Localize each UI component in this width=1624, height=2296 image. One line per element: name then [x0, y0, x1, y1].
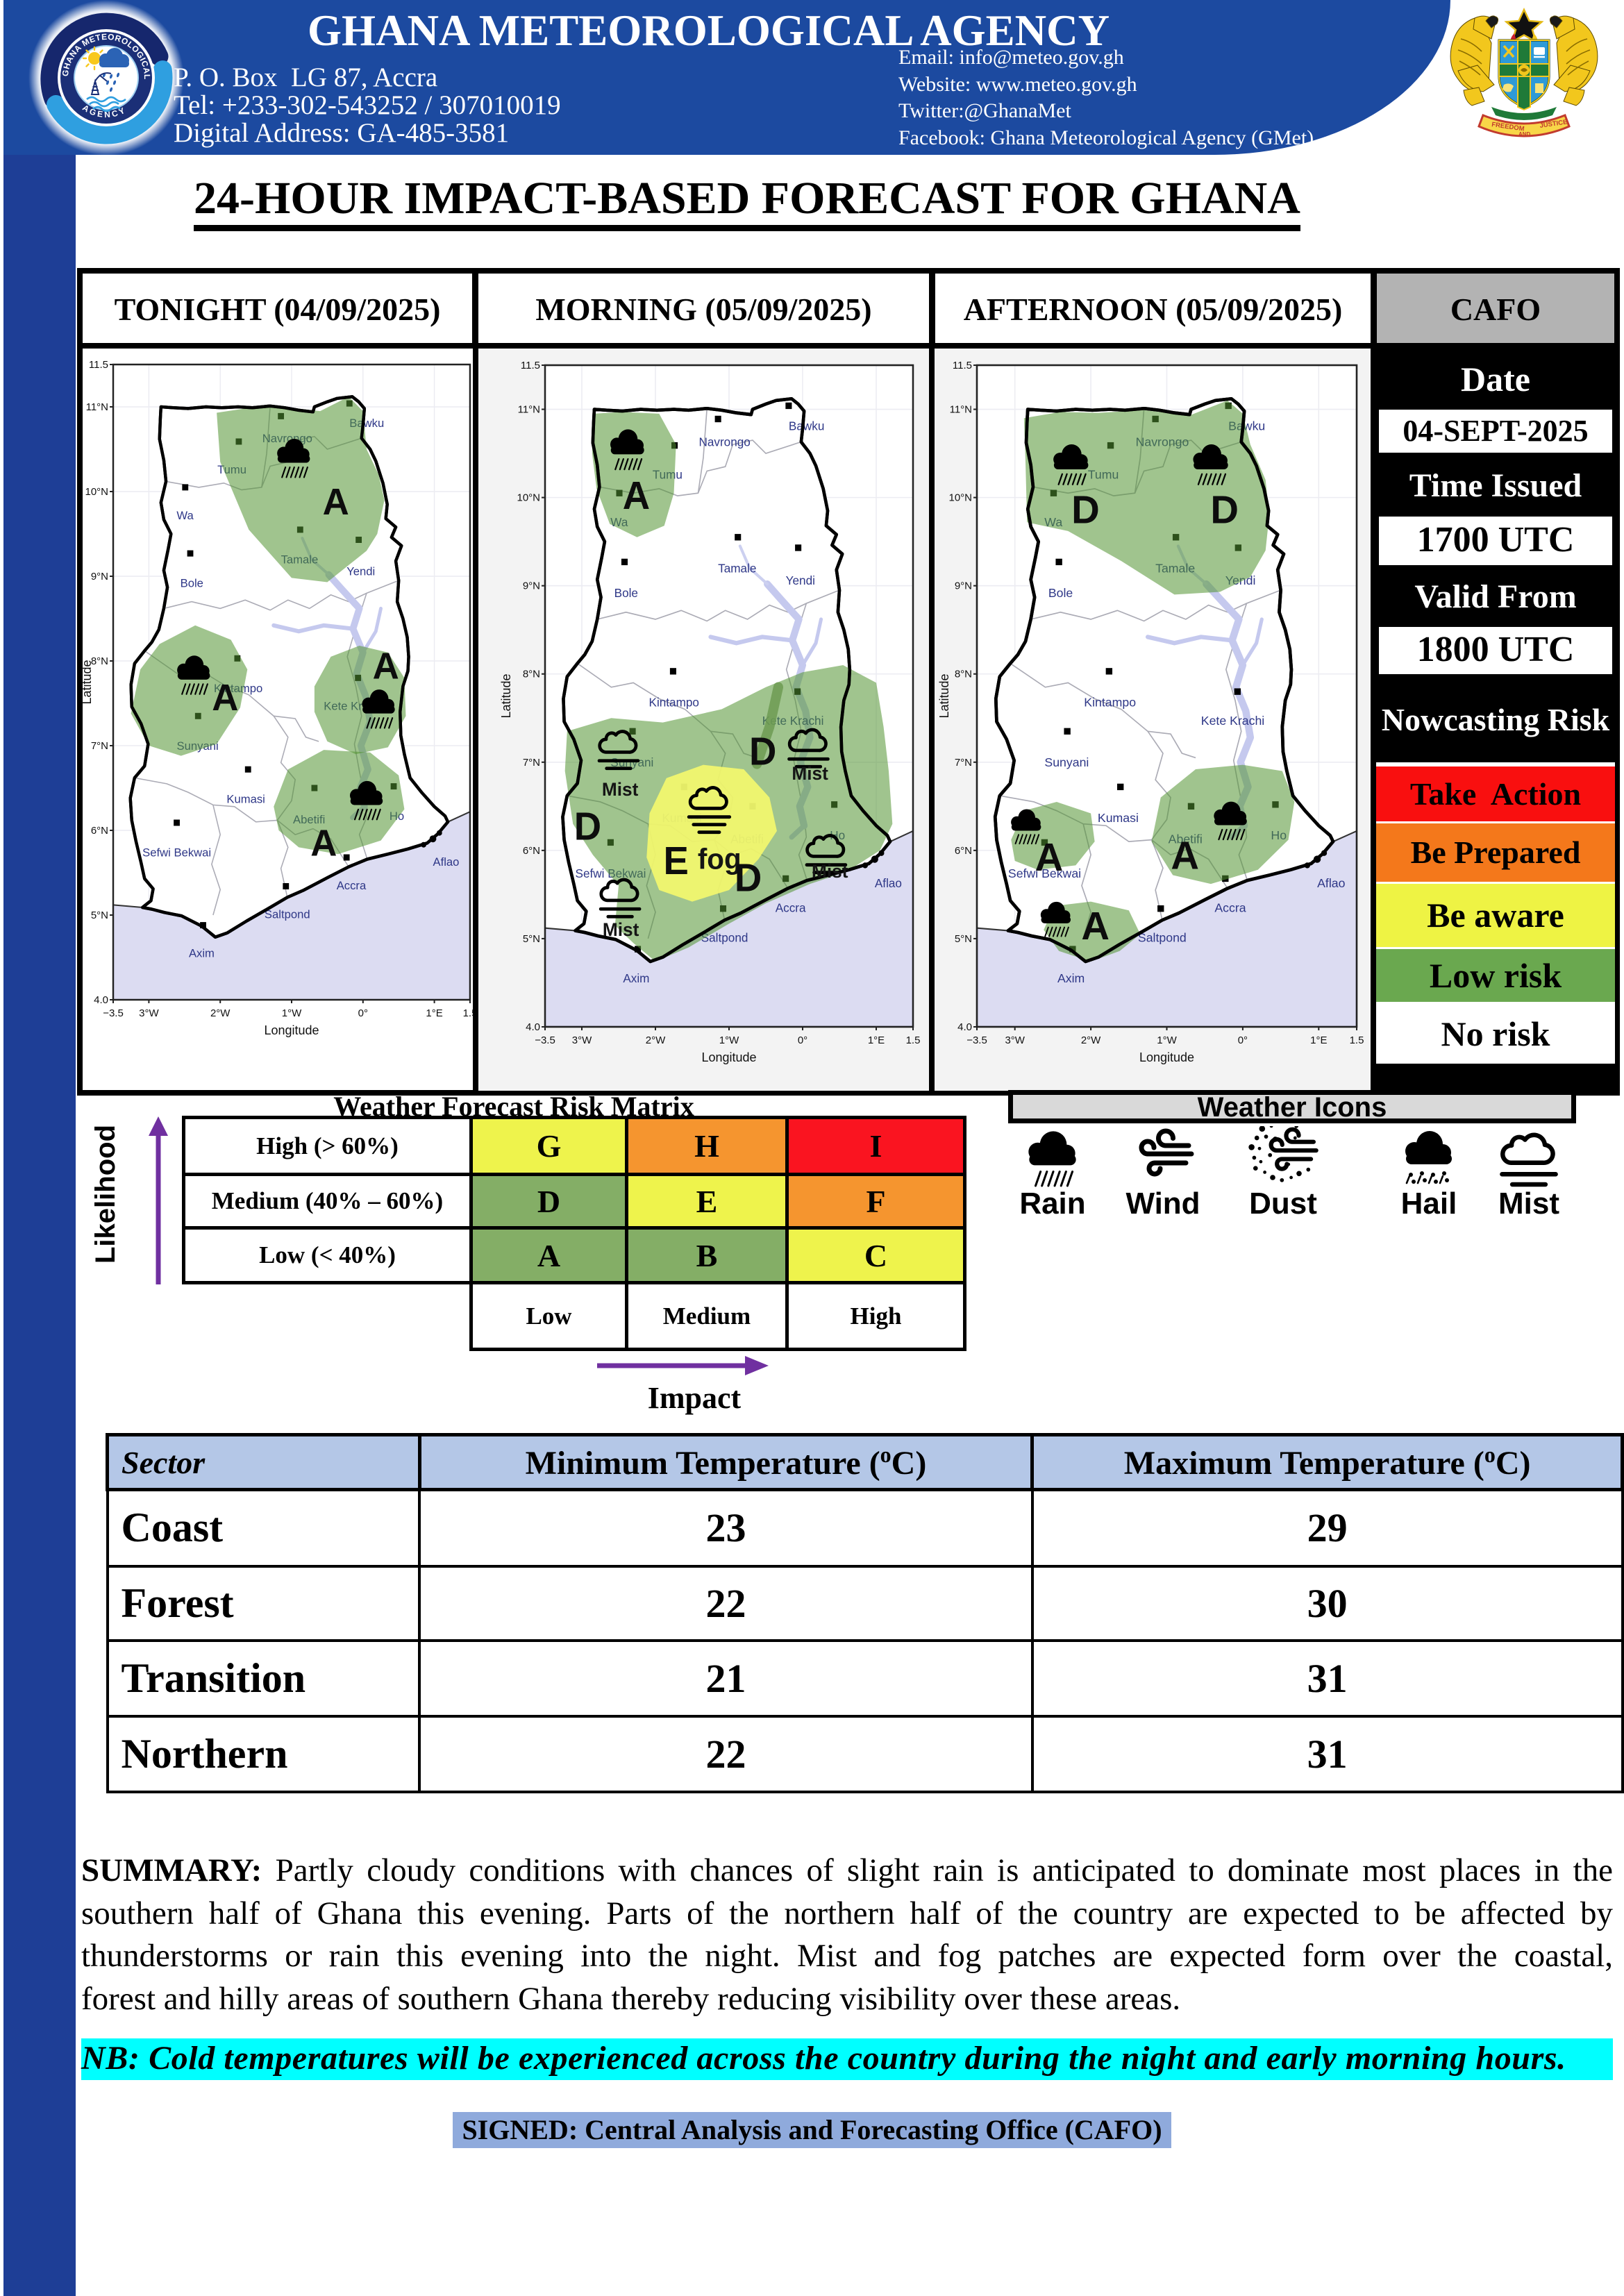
- svg-text:1°W: 1°W: [1157, 1034, 1177, 1046]
- svg-text:1.5: 1.5: [906, 1034, 921, 1046]
- svg-text:Longitude: Longitude: [264, 1023, 319, 1037]
- svg-text:A: A: [1171, 834, 1199, 878]
- svg-text:A: A: [373, 646, 399, 687]
- svg-text:11.5: 11.5: [89, 359, 108, 371]
- svg-text:D: D: [1210, 487, 1239, 531]
- svg-text:Wind: Wind: [1125, 1187, 1200, 1221]
- svg-text:D: D: [574, 805, 601, 848]
- svg-text:7°N: 7°N: [955, 757, 972, 769]
- svg-text:1.5: 1.5: [1350, 1034, 1364, 1046]
- svg-text:9°N: 9°N: [91, 571, 108, 583]
- svg-text:3°W: 3°W: [572, 1034, 592, 1046]
- svg-text:4.0: 4.0: [526, 1021, 540, 1033]
- svg-text:10°N: 10°N: [517, 492, 540, 504]
- svg-text:Rain: Rain: [1019, 1187, 1085, 1221]
- svg-text:7°N: 7°N: [91, 740, 108, 752]
- svg-text:0°: 0°: [1238, 1034, 1248, 1046]
- svg-text:Mist: Mist: [792, 763, 828, 784]
- svg-text:Latitude: Latitude: [80, 660, 94, 704]
- svg-text:6°N: 6°N: [91, 825, 108, 837]
- svg-text:9°N: 9°N: [955, 580, 972, 592]
- svg-text:Longitude: Longitude: [1139, 1050, 1194, 1064]
- svg-text:A: A: [623, 474, 650, 517]
- svg-text:11°N: 11°N: [86, 401, 108, 413]
- svg-text:fog: fog: [698, 843, 742, 875]
- svg-text:2°W: 2°W: [210, 1007, 231, 1019]
- svg-text:Hail: Hail: [1401, 1187, 1457, 1221]
- svg-text:4.0: 4.0: [957, 1021, 972, 1033]
- svg-text:6°N: 6°N: [523, 845, 540, 857]
- svg-text:Dust: Dust: [1249, 1187, 1317, 1221]
- svg-text:7°N: 7°N: [523, 757, 540, 769]
- svg-text:11°N: 11°N: [950, 404, 972, 416]
- svg-text:1°E: 1°E: [868, 1034, 885, 1046]
- svg-text:1.5: 1.5: [463, 1007, 473, 1019]
- svg-text:−3.5: −3.5: [103, 1007, 124, 1019]
- svg-text:11.5: 11.5: [521, 360, 540, 371]
- svg-text:A: A: [310, 823, 337, 864]
- svg-text:5°N: 5°N: [523, 933, 540, 945]
- svg-text:D: D: [1071, 487, 1100, 531]
- svg-text:8°N: 8°N: [91, 655, 108, 667]
- svg-text:Longitude: Longitude: [701, 1050, 756, 1064]
- svg-text:D: D: [735, 856, 762, 900]
- svg-text:6°N: 6°N: [955, 845, 972, 857]
- svg-text:8°N: 8°N: [523, 669, 540, 680]
- svg-text:0°: 0°: [358, 1007, 368, 1019]
- svg-text:Latitude: Latitude: [937, 673, 951, 718]
- svg-text:A: A: [212, 677, 238, 719]
- svg-text:−3.5: −3.5: [966, 1034, 987, 1046]
- svg-text:5°N: 5°N: [955, 933, 972, 945]
- svg-text:10°N: 10°N: [948, 492, 972, 504]
- svg-text:3°W: 3°W: [139, 1007, 159, 1019]
- svg-text:8°N: 8°N: [955, 669, 972, 680]
- svg-text:9°N: 9°N: [523, 580, 540, 592]
- svg-text:2°W: 2°W: [646, 1034, 666, 1046]
- svg-text:Mist: Mist: [603, 919, 639, 940]
- svg-text:AND: AND: [1518, 131, 1531, 137]
- svg-text:Mist: Mist: [1498, 1187, 1559, 1221]
- svg-text:A: A: [1035, 835, 1064, 879]
- svg-text:Mist: Mist: [602, 779, 639, 800]
- svg-text:−3.5: −3.5: [535, 1034, 555, 1046]
- svg-text:1°E: 1°E: [426, 1007, 442, 1019]
- svg-text:A: A: [323, 481, 349, 523]
- svg-text:11°N: 11°N: [518, 404, 540, 416]
- svg-text:0°: 0°: [798, 1034, 807, 1046]
- svg-text:1°E: 1°E: [1310, 1034, 1327, 1046]
- svg-text:Latitude: Latitude: [499, 673, 513, 718]
- svg-text:1°W: 1°W: [282, 1007, 302, 1019]
- svg-text:2°W: 2°W: [1081, 1034, 1101, 1046]
- svg-text:E: E: [663, 839, 688, 882]
- svg-text:1°W: 1°W: [719, 1034, 739, 1046]
- svg-text:5°N: 5°N: [91, 910, 108, 921]
- svg-text:4.0: 4.0: [94, 994, 108, 1006]
- svg-text:10°N: 10°N: [85, 486, 108, 498]
- svg-text:D: D: [749, 730, 776, 773]
- svg-text:11.5: 11.5: [953, 360, 972, 371]
- svg-text:A: A: [1081, 904, 1110, 948]
- svg-text:3°W: 3°W: [1005, 1034, 1025, 1046]
- svg-text:Mist: Mist: [812, 861, 848, 882]
